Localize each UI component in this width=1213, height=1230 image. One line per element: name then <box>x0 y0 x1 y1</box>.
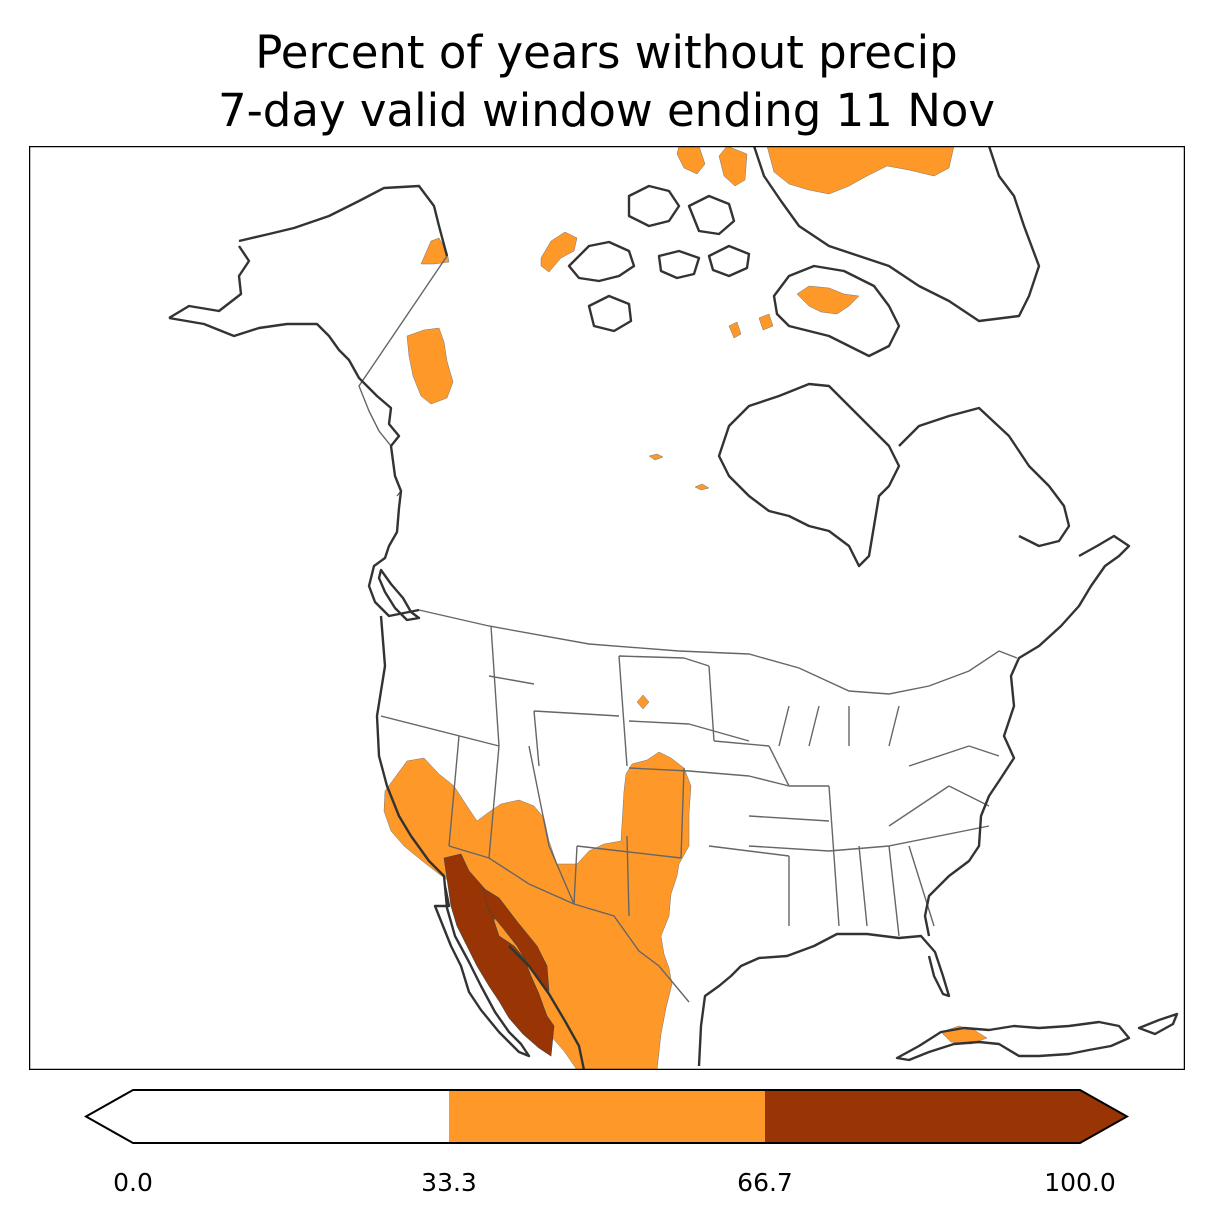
coastline-arctic-islands <box>567 184 751 333</box>
north-america-map <box>29 146 1185 1070</box>
zone-dakota-mid <box>636 694 650 710</box>
us-mexico-border <box>448 845 690 1003</box>
zone-arctic-north-mid-1 <box>676 146 706 175</box>
coastline-cuba <box>895 1020 1131 1062</box>
zone-arctic-north-mid-2 <box>718 146 748 187</box>
zone-banks-island-mid <box>540 231 578 273</box>
coastline-alaska-north <box>168 184 449 320</box>
colorbar-tick-0: 0.0 <box>113 1168 153 1197</box>
coastlines <box>168 146 1179 1070</box>
zone-67-100-fills <box>443 853 555 1057</box>
zone-small-2 <box>694 483 710 491</box>
colorbar-tick-100: 100.0 <box>1044 1168 1116 1197</box>
coastline-atlantic <box>923 534 1131 937</box>
colorbar-tick-67: 66.7 <box>737 1168 793 1197</box>
zone-small-3 <box>728 321 742 339</box>
colorbar-bin-low <box>86 1090 449 1143</box>
zone-yukon-mid <box>406 327 454 405</box>
coastline-vancouver-island <box>377 568 421 622</box>
colorbar-bin-high <box>765 1090 1127 1143</box>
coastline-alaska <box>168 316 420 618</box>
coastline-greenland <box>752 146 1041 323</box>
map-title-line-2: 7-day valid window ending 11 Nov <box>217 84 996 137</box>
zone-small-4 <box>758 313 774 331</box>
zone-baffin-mid <box>796 285 860 315</box>
map-frame <box>29 146 1185 1070</box>
zone-greenland-mid <box>766 146 955 195</box>
zone-33-67-fills <box>383 146 988 1070</box>
state-lines-west <box>380 625 690 917</box>
coastline-labrador <box>898 406 1071 548</box>
map-title-line-1: Percent of years without precip <box>255 26 958 79</box>
coastline-hudson-bay <box>717 382 901 568</box>
coastline-gulf-mexico <box>697 932 951 1067</box>
colorbar-outline <box>83 1089 1130 1144</box>
us-canada-border <box>418 609 1018 695</box>
coastline-hispaniola <box>1137 1012 1179 1036</box>
colorbar-tick-33: 33.3 <box>421 1168 477 1197</box>
colorbar-bin-mid <box>449 1090 765 1143</box>
coastline-pacific-us <box>375 615 586 1070</box>
zone-small-1 <box>648 453 664 461</box>
coastline-baffin-island <box>772 264 901 358</box>
state-lines-east <box>683 657 1000 937</box>
colorbar <box>83 1089 1130 1144</box>
